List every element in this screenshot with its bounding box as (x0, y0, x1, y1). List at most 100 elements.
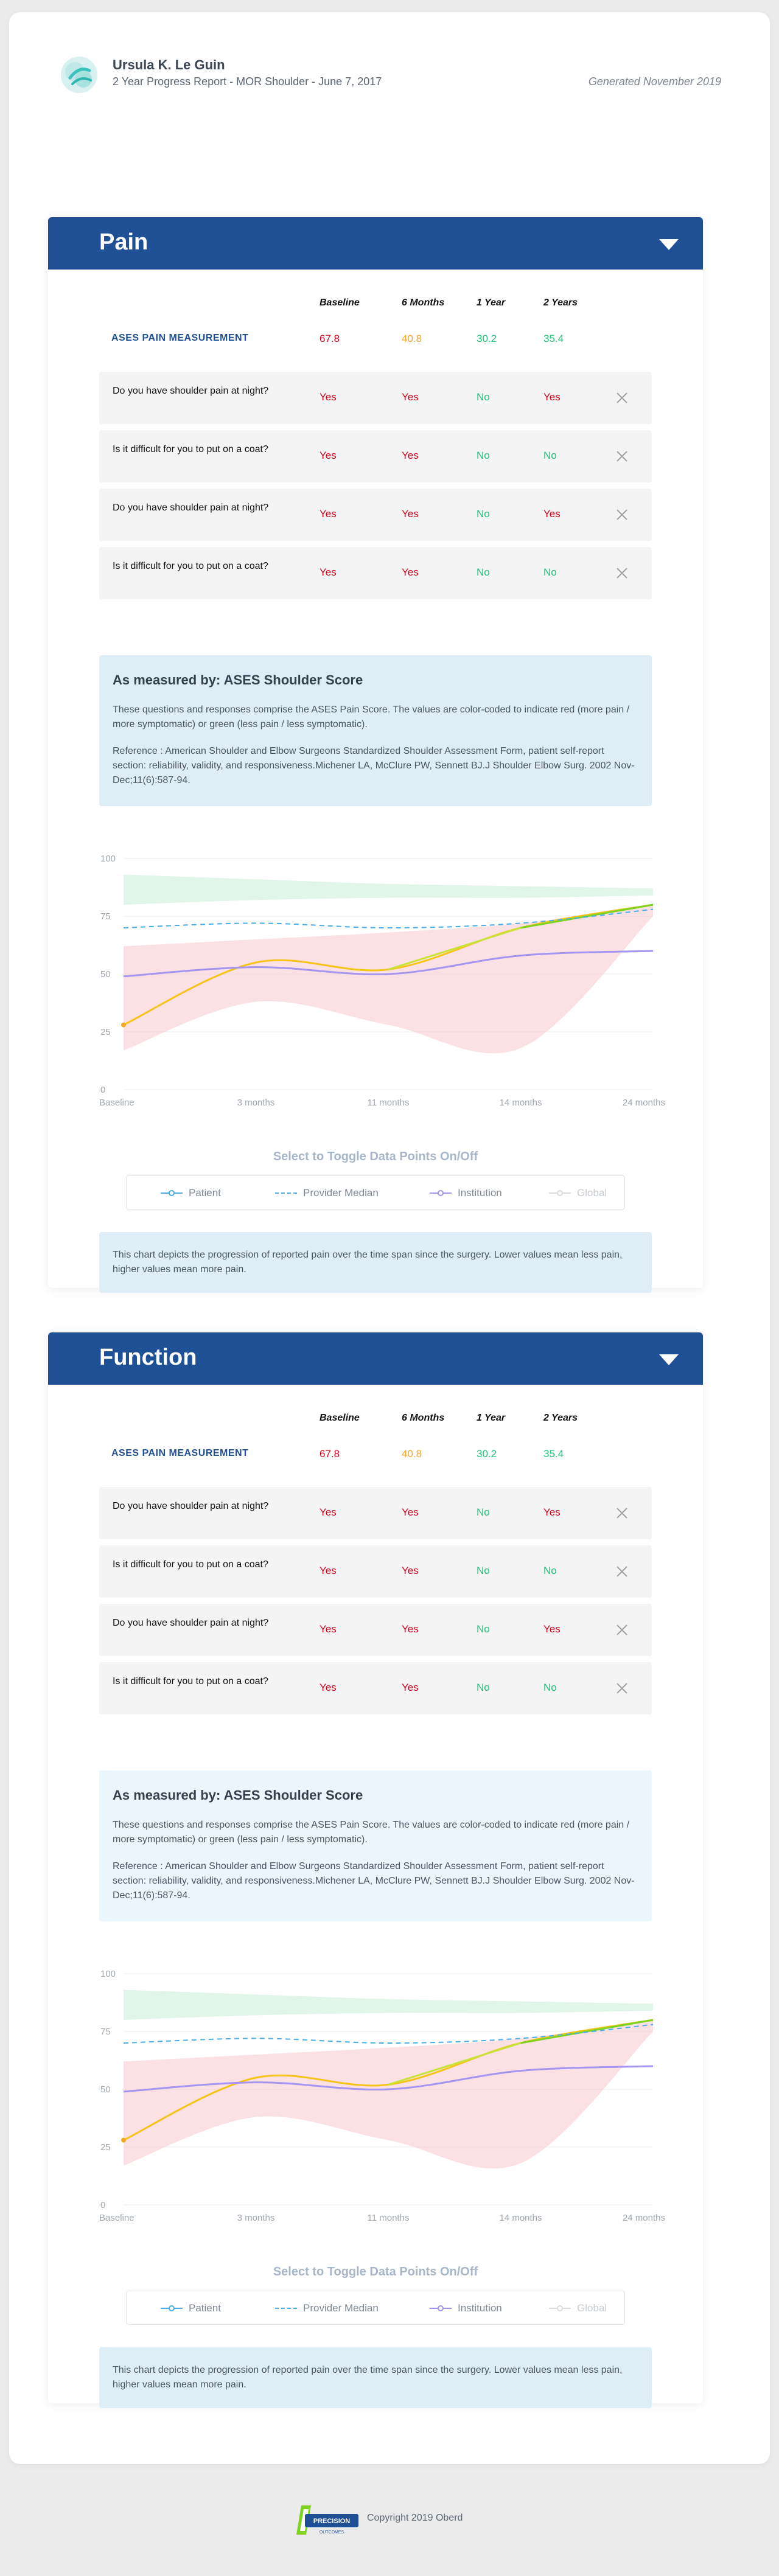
global-band (124, 1989, 653, 2020)
close-icon[interactable] (615, 1565, 629, 1578)
column-header-2-years: 2 Years (543, 1413, 578, 1423)
close-icon[interactable] (615, 1682, 629, 1695)
close-icon[interactable] (615, 1623, 629, 1637)
y-tick-label: 0 (100, 1085, 105, 1095)
answer-2-years: No (543, 566, 557, 578)
legend-label: Institution (458, 1187, 502, 1199)
score-baseline: 67.8 (320, 1448, 340, 1460)
column-header-2-years: 2 Years (543, 298, 578, 308)
patient-point (121, 1022, 126, 1028)
column-header-6-months: 6 Months (402, 1413, 445, 1423)
chart-description: This chart depicts the progression of re… (113, 1250, 623, 1275)
column-header-baseline: Baseline (320, 1413, 360, 1423)
close-icon[interactable] (615, 450, 629, 463)
question-text: Do you have shoulder pain at night? (113, 503, 269, 513)
chevron-down-icon[interactable] (657, 233, 681, 255)
score-baseline: 67.8 (320, 333, 340, 344)
y-tick-label: 75 (100, 2027, 111, 2037)
institution-line (123, 2065, 654, 2093)
answer-1-year: No (477, 391, 490, 403)
section-title: Function (99, 1345, 197, 1370)
answer-6-months: Yes (402, 508, 419, 520)
score-label: ASES PAIN MEASUREMENT (111, 1448, 249, 1458)
answer-1-year: No (477, 508, 490, 520)
info-title: As measured by: ASES Shoulder Score (113, 672, 363, 688)
answer-6-months: Yes (402, 1682, 419, 1693)
legend-label: Global (577, 2302, 607, 2314)
chart-description: This chart depicts the progression of re… (113, 2365, 623, 2390)
legend-label: Institution (458, 2302, 502, 2314)
answer-baseline: Yes (320, 1623, 337, 1635)
x-tick-label: 3 months (237, 1098, 275, 1108)
institution-line (123, 950, 654, 978)
info-reference: Reference : American Shoulder and Elbow … (113, 746, 635, 785)
x-tick-label: 3 months (237, 2213, 275, 2223)
answer-baseline: Yes (320, 1506, 337, 1518)
answer-2-years: Yes (543, 391, 561, 403)
section-title: Pain (99, 229, 148, 255)
question-text: Do you have shoulder pain at night? (113, 1618, 269, 1628)
close-icon[interactable] (615, 566, 629, 580)
score-info-box: As measured by: ASES Shoulder Score Thes… (99, 655, 652, 806)
chart-description-box: This chart depicts the progression of re… (99, 1232, 652, 1293)
answer-baseline: Yes (320, 391, 337, 403)
question-row: Do you have shoulder pain at night? Yes … (99, 1604, 652, 1656)
question-row: Is it difficult for you to put on a coat… (99, 547, 652, 599)
y-tick-label: 50 (100, 2084, 111, 2095)
section-header[interactable]: Function (48, 1332, 703, 1385)
provider-median-line (123, 908, 654, 929)
y-tick-label: 25 (100, 2142, 111, 2153)
x-tick-label: 11 months (368, 2213, 410, 2223)
generated-date: Generated November 2019 (588, 75, 721, 88)
score-2-years: 35.4 (543, 1448, 564, 1460)
score-2-years: 35.4 (543, 333, 564, 344)
legend-label: Global (577, 1187, 607, 1199)
global-line-icon (549, 2305, 571, 2311)
answer-2-years: No (543, 1565, 557, 1576)
question-row: Is it difficult for you to put on a coat… (99, 430, 652, 482)
score-1-year: 30.2 (477, 333, 497, 344)
x-tick-label: Baseline (99, 1098, 134, 1108)
patient-line-improved (520, 2019, 654, 2044)
progress-chart: 0 25 50 75 100 Baseline 3 months 11 months 14 mo… (99, 1969, 665, 2223)
question-row: Do you have shoulder pain at night? Yes … (99, 372, 652, 424)
global-band (124, 2020, 653, 2169)
page-footer: PRECISION OUTCOMES Copyright 2019 Oberd (9, 2464, 770, 2576)
answer-1-year: No (477, 1506, 490, 1518)
answer-6-months: Yes (402, 450, 419, 461)
logo-text: PRECISION (313, 2518, 351, 2525)
chevron-down-icon[interactable] (657, 1348, 681, 1370)
info-reference: Reference : American Shoulder and Elbow … (113, 1861, 635, 1901)
question-row: Do you have shoulder pain at night? Yes … (99, 1487, 652, 1539)
dashed-line-icon (275, 1192, 297, 1194)
answer-1-year: No (477, 1682, 490, 1693)
section-header[interactable]: Pain (48, 217, 703, 270)
answer-baseline: Yes (320, 1682, 337, 1693)
close-icon[interactable] (615, 391, 629, 405)
question-row: Is it difficult for you to put on a coat… (99, 1662, 652, 1714)
question-row: Do you have shoulder pain at night? Yes … (99, 489, 652, 541)
x-tick-label: 11 months (368, 1098, 410, 1108)
column-header-baseline: Baseline (320, 298, 360, 308)
close-icon[interactable] (615, 508, 629, 521)
score-6-months: 40.8 (402, 333, 422, 344)
question-text: Is it difficult for you to put on a coat… (113, 1676, 268, 1687)
answer-baseline: Yes (320, 508, 337, 520)
patient-line-transition (388, 927, 521, 970)
answer-2-years: No (543, 1682, 557, 1693)
question-row: Is it difficult for you to put on a coat… (99, 1545, 652, 1598)
patient-line-transition (388, 2042, 521, 2086)
answer-6-months: Yes (402, 1565, 419, 1576)
answer-6-months: Yes (402, 566, 419, 578)
logo-subtext: OUTCOMES (320, 2530, 344, 2535)
x-tick-label: Baseline (99, 2213, 134, 2223)
global-band (124, 905, 653, 1054)
legend-label: Provider Median (303, 2302, 379, 2314)
answer-2-years: Yes (543, 508, 561, 520)
info-description: These questions and responses comprise t… (113, 1820, 630, 1845)
patient-avatar-icon (61, 57, 97, 93)
chart-legend: Patient Provider Median Institution Glob… (126, 1175, 625, 1210)
close-icon[interactable] (615, 1506, 629, 1520)
patient-name: Ursula K. Le Guin (113, 57, 225, 72)
precision-outcomes-logo: PRECISION OUTCOMES (296, 2505, 358, 2535)
